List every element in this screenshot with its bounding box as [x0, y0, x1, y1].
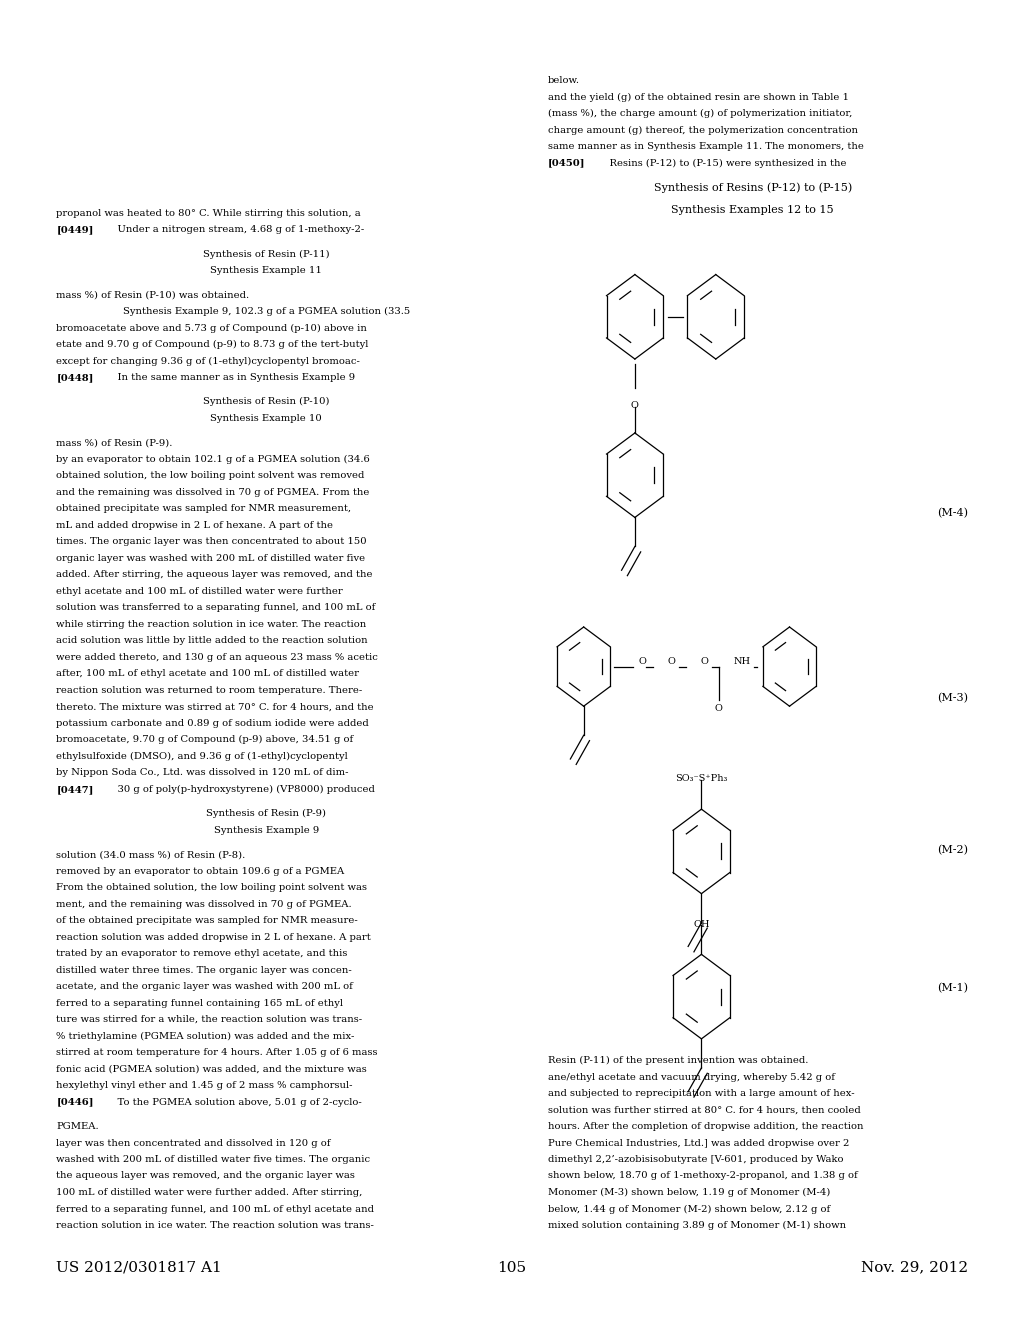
Text: added. After stirring, the aqueous layer was removed, and the: added. After stirring, the aqueous layer… — [56, 570, 373, 579]
Text: propanol was heated to 80° C. While stirring this solution, a: propanol was heated to 80° C. While stir… — [56, 209, 361, 218]
Text: obtained precipitate was sampled for NMR measurement,: obtained precipitate was sampled for NMR… — [56, 504, 351, 513]
Text: and the remaining was dissolved in 70 g of PGMEA. From the: and the remaining was dissolved in 70 g … — [56, 488, 370, 496]
Text: reaction solution was added dropwise in 2 L of hexane. A part: reaction solution was added dropwise in … — [56, 932, 371, 941]
Text: 30 g of poly(p-hydroxystyrene) (VP8000) produced: 30 g of poly(p-hydroxystyrene) (VP8000) … — [105, 784, 376, 793]
Text: hours. After the completion of dropwise addition, the reaction: hours. After the completion of dropwise … — [548, 1122, 863, 1131]
Text: (M-2): (M-2) — [937, 845, 968, 855]
Text: were added thereto, and 130 g of an aqueous 23 mass % acetic: were added thereto, and 130 g of an aque… — [56, 652, 378, 661]
Text: and the yield (g) of the obtained resin are shown in Table 1: and the yield (g) of the obtained resin … — [548, 92, 849, 102]
Text: layer was then concentrated and dissolved in 120 g of: layer was then concentrated and dissolve… — [56, 1138, 331, 1147]
Text: ane/ethyl acetate and vacuum drying, whereby 5.42 g of: ane/ethyl acetate and vacuum drying, whe… — [548, 1072, 835, 1081]
Text: after, 100 mL of ethyl acetate and 100 mL of distilled water: after, 100 mL of ethyl acetate and 100 m… — [56, 669, 359, 678]
Text: (mass %), the charge amount (g) of polymerization initiator,: (mass %), the charge amount (g) of polym… — [548, 110, 852, 117]
Text: (M-1): (M-1) — [937, 983, 968, 994]
Text: and subjected to reprecipitation with a large amount of hex-: and subjected to reprecipitation with a … — [548, 1089, 854, 1098]
Text: Synthesis Examples 12 to 15: Synthesis Examples 12 to 15 — [672, 205, 834, 215]
Text: potassium carbonate and 0.89 g of sodium iodide were added: potassium carbonate and 0.89 g of sodium… — [56, 718, 369, 727]
Text: Under a nitrogen stream, 4.68 g of 1-methoxy-2-: Under a nitrogen stream, 4.68 g of 1-met… — [105, 226, 365, 234]
Text: O: O — [631, 401, 639, 411]
Text: O: O — [639, 657, 647, 665]
Text: Synthesis of Resin (P-11): Synthesis of Resin (P-11) — [203, 249, 330, 259]
Text: by Nippon Soda Co., Ltd. was dissolved in 120 mL of dim-: by Nippon Soda Co., Ltd. was dissolved i… — [56, 768, 349, 777]
Text: etate and 9.70 g of Compound (p-9) to 8.73 g of the tert-butyl: etate and 9.70 g of Compound (p-9) to 8.… — [56, 341, 369, 348]
Text: From the obtained solution, the low boiling point solvent was: From the obtained solution, the low boil… — [56, 883, 368, 892]
Text: except for changing 9.36 g of (1-ethyl)cyclopentyl bromoac-: except for changing 9.36 g of (1-ethyl)c… — [56, 356, 360, 366]
Text: In the same manner as in Synthesis Example 9: In the same manner as in Synthesis Examp… — [105, 374, 355, 381]
Text: fonic acid (PGMEA solution) was added, and the mixture was: fonic acid (PGMEA solution) was added, a… — [56, 1064, 367, 1073]
Text: reaction solution was returned to room temperature. There-: reaction solution was returned to room t… — [56, 685, 362, 694]
Text: Synthesis Example 9: Synthesis Example 9 — [214, 825, 318, 834]
Text: mixed solution containing 3.89 g of Monomer (M-1) shown: mixed solution containing 3.89 g of Mono… — [548, 1221, 846, 1230]
Text: removed by an evaporator to obtain 109.6 g of a PGMEA: removed by an evaporator to obtain 109.6… — [56, 866, 344, 875]
Text: distilled water three times. The organic layer was concen-: distilled water three times. The organic… — [56, 965, 352, 974]
Text: [0447]: [0447] — [56, 784, 93, 793]
Text: the aqueous layer was removed, and the organic layer was: the aqueous layer was removed, and the o… — [56, 1172, 355, 1180]
Text: Synthesis Example 9, 102.3 g of a PGMEA solution (33.5: Synthesis Example 9, 102.3 g of a PGMEA … — [123, 308, 410, 315]
Text: below.: below. — [548, 77, 580, 84]
Text: Synthesis of Resin (P-10): Synthesis of Resin (P-10) — [203, 397, 330, 407]
Text: bromoacetate above and 5.73 g of Compound (p-10) above in: bromoacetate above and 5.73 g of Compoun… — [56, 323, 368, 333]
Text: OH: OH — [693, 920, 710, 929]
Text: NH: NH — [733, 657, 751, 665]
Text: hexylethyl vinyl ether and 1.45 g of 2 mass % camphorsul-: hexylethyl vinyl ether and 1.45 g of 2 m… — [56, 1081, 353, 1090]
Text: solution was further stirred at 80° C. for 4 hours, then cooled: solution was further stirred at 80° C. f… — [548, 1106, 860, 1114]
Text: Synthesis of Resins (P-12) to (P-15): Synthesis of Resins (P-12) to (P-15) — [653, 182, 852, 193]
Text: shown below, 18.70 g of 1-methoxy-2-propanol, and 1.38 g of: shown below, 18.70 g of 1-methoxy-2-prop… — [548, 1172, 857, 1180]
Text: [0449]: [0449] — [56, 226, 93, 234]
Text: of the obtained precipitate was sampled for NMR measure-: of the obtained precipitate was sampled … — [56, 916, 358, 925]
Text: O: O — [715, 704, 723, 713]
Text: below, 1.44 g of Monomer (M-2) shown below, 2.12 g of: below, 1.44 g of Monomer (M-2) shown bel… — [548, 1204, 830, 1213]
Text: obtained solution, the low boiling point solvent was removed: obtained solution, the low boiling point… — [56, 471, 365, 480]
Text: ment, and the remaining was dissolved in 70 g of PGMEA.: ment, and the remaining was dissolved in… — [56, 899, 352, 908]
Text: thereto. The mixture was stirred at 70° C. for 4 hours, and the: thereto. The mixture was stirred at 70° … — [56, 702, 374, 711]
Text: [0450]: [0450] — [548, 158, 586, 168]
Text: washed with 200 mL of distilled water five times. The organic: washed with 200 mL of distilled water fi… — [56, 1155, 371, 1164]
Text: To the PGMEA solution above, 5.01 g of 2-cyclo-: To the PGMEA solution above, 5.01 g of 2… — [105, 1098, 362, 1106]
Text: Nov. 29, 2012: Nov. 29, 2012 — [860, 1261, 968, 1275]
Text: by an evaporator to obtain 102.1 g of a PGMEA solution (34.6: by an evaporator to obtain 102.1 g of a … — [56, 455, 370, 463]
Text: (M-3): (M-3) — [937, 693, 968, 704]
Text: same manner as in Synthesis Example 11. The monomers, the: same manner as in Synthesis Example 11. … — [548, 143, 863, 150]
Text: mass %) of Resin (P-9).: mass %) of Resin (P-9). — [56, 438, 173, 447]
Text: 105: 105 — [498, 1261, 526, 1275]
Text: bromoacetate, 9.70 g of Compound (p-9) above, 34.51 g of: bromoacetate, 9.70 g of Compound (p-9) a… — [56, 735, 353, 744]
Text: organic layer was washed with 200 mL of distilled water five: organic layer was washed with 200 mL of … — [56, 554, 366, 562]
Text: O: O — [700, 657, 709, 665]
Text: ferred to a separating funnel, and 100 mL of ethyl acetate and: ferred to a separating funnel, and 100 m… — [56, 1204, 375, 1213]
Text: (M-4): (M-4) — [937, 508, 968, 519]
Text: solution was transferred to a separating funnel, and 100 mL of: solution was transferred to a separating… — [56, 603, 376, 612]
Text: acid solution was little by little added to the reaction solution: acid solution was little by little added… — [56, 636, 368, 645]
Text: while stirring the reaction solution in ice water. The reaction: while stirring the reaction solution in … — [56, 619, 367, 628]
Text: stirred at room temperature for 4 hours. After 1.05 g of 6 mass: stirred at room temperature for 4 hours.… — [56, 1048, 378, 1057]
Text: ture was stirred for a while, the reaction solution was trans-: ture was stirred for a while, the reacti… — [56, 1015, 362, 1024]
Text: O: O — [668, 657, 676, 665]
Text: times. The organic layer was then concentrated to about 150: times. The organic layer was then concen… — [56, 537, 367, 546]
Text: reaction solution in ice water. The reaction solution was trans-: reaction solution in ice water. The reac… — [56, 1221, 374, 1230]
Text: % triethylamine (PGMEA solution) was added and the mix-: % triethylamine (PGMEA solution) was add… — [56, 1032, 354, 1040]
Text: dimethyl 2,2’-azobisisobutyrate [V-601, produced by Wako: dimethyl 2,2’-azobisisobutyrate [V-601, … — [548, 1155, 844, 1164]
Text: [0448]: [0448] — [56, 374, 93, 381]
Text: US 2012/0301817 A1: US 2012/0301817 A1 — [56, 1261, 222, 1275]
Text: Monomer (M-3) shown below, 1.19 g of Monomer (M-4): Monomer (M-3) shown below, 1.19 g of Mon… — [548, 1188, 830, 1197]
Text: PGMEA.: PGMEA. — [56, 1122, 99, 1131]
Text: SO₃⁻S⁺Ph₃: SO₃⁻S⁺Ph₃ — [675, 774, 728, 783]
Text: mL and added dropwise in 2 L of hexane. A part of the: mL and added dropwise in 2 L of hexane. … — [56, 521, 334, 529]
Text: acetate, and the organic layer was washed with 200 mL of: acetate, and the organic layer was washe… — [56, 982, 353, 991]
Text: Synthesis of Resin (P-9): Synthesis of Resin (P-9) — [206, 809, 327, 818]
Text: ethyl acetate and 100 mL of distilled water were further: ethyl acetate and 100 mL of distilled wa… — [56, 586, 343, 595]
Text: ethylsulfoxide (DMSO), and 9.36 g of (1-ethyl)cyclopentyl: ethylsulfoxide (DMSO), and 9.36 g of (1-… — [56, 751, 348, 760]
Text: trated by an evaporator to remove ethyl acetate, and this: trated by an evaporator to remove ethyl … — [56, 949, 348, 958]
Text: [0446]: [0446] — [56, 1098, 94, 1106]
Text: Synthesis Example 10: Synthesis Example 10 — [210, 414, 323, 422]
Text: solution (34.0 mass %) of Resin (P-8).: solution (34.0 mass %) of Resin (P-8). — [56, 850, 246, 859]
Text: 100 mL of distilled water were further added. After stirring,: 100 mL of distilled water were further a… — [56, 1188, 362, 1197]
Text: Resins (P-12) to (P-15) were synthesized in the: Resins (P-12) to (P-15) were synthesized… — [597, 158, 847, 168]
Text: Pure Chemical Industries, Ltd.] was added dropwise over 2: Pure Chemical Industries, Ltd.] was adde… — [548, 1138, 849, 1147]
Text: ferred to a separating funnel containing 165 mL of ethyl: ferred to a separating funnel containing… — [56, 998, 343, 1007]
Text: Synthesis Example 11: Synthesis Example 11 — [210, 267, 323, 275]
Text: charge amount (g) thereof, the polymerization concentration: charge amount (g) thereof, the polymeriz… — [548, 125, 858, 135]
Text: Resin (P-11) of the present invention was obtained.: Resin (P-11) of the present invention wa… — [548, 1056, 808, 1065]
Text: mass %) of Resin (P-10) was obtained.: mass %) of Resin (P-10) was obtained. — [56, 290, 250, 300]
